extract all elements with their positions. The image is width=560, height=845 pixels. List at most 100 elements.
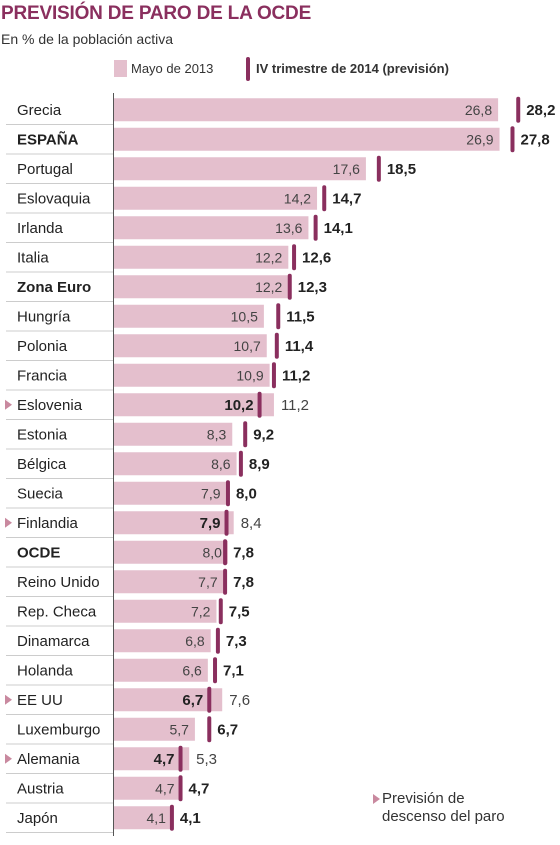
category-label-reino-unido: Reino Unido	[17, 574, 100, 591]
value-label-forecast-luxemburgo: 6,7	[217, 721, 238, 738]
marker-forecast-irlanda	[313, 214, 318, 241]
category-label-finlandia: Finlandia	[17, 515, 79, 532]
bar-may-2013-eslovenia	[114, 393, 274, 417]
marker-forecast-rep-checa	[218, 598, 223, 625]
bar-may-2013-ee-uu	[114, 688, 223, 712]
value-label-may-2013-grecia: 26,8	[465, 102, 492, 118]
category-label-francia: Francia	[17, 367, 68, 384]
marker-forecast-dinamarca	[215, 627, 220, 654]
value-label-forecast-dinamarca: 7,3	[226, 633, 247, 650]
marker-forecast-belgica	[238, 450, 243, 477]
marker-forecast-austria	[178, 775, 183, 802]
value-label-may-2013-reino-unido: 7,7	[198, 574, 218, 590]
value-label-forecast-grecia: 28,2	[526, 102, 555, 119]
value-label-forecast-eslovenia: 10,2	[224, 397, 253, 414]
value-label-forecast-eslovaquia: 14,7	[332, 190, 361, 207]
value-label-may-2013-hungria: 10,5	[231, 308, 258, 324]
bar-may-2013-espana	[114, 127, 500, 151]
bar-may-2013-grecia	[114, 98, 499, 122]
value-label-may-2013-eslovenia: 11,2	[281, 397, 309, 414]
category-label-suecia: Suecia	[17, 485, 64, 502]
marker-forecast-eslovenia	[257, 391, 262, 418]
value-label-may-2013-belgica: 8,6	[211, 456, 231, 472]
category-label-italia: Italia	[17, 249, 49, 266]
legend-label-forecast: IV trimestre de 2014 (previsión)	[256, 61, 449, 76]
bar-may-2013-alemania	[114, 747, 190, 771]
bar-may-2013-japon	[114, 806, 172, 830]
category-label-eslovenia: Eslovenia	[17, 397, 83, 414]
marker-forecast-reino-unido	[223, 568, 228, 595]
value-label-may-2013-ee-uu: 7,6	[229, 692, 250, 709]
value-label-may-2013-luxemburgo: 5,7	[169, 721, 189, 737]
category-label-austria: Austria	[17, 780, 64, 797]
category-label-espana: ESPAÑA	[17, 130, 79, 148]
category-label-grecia: Grecia	[17, 102, 62, 119]
value-label-forecast-zona-euro: 12,3	[298, 279, 327, 296]
value-label-forecast-francia: 11,2	[282, 367, 310, 384]
value-label-may-2013-ocde: 8,0	[202, 544, 222, 560]
category-label-ee-uu: EE UU	[17, 692, 63, 709]
bar-may-2013-suecia	[114, 481, 227, 505]
marker-forecast-italia	[292, 244, 297, 271]
value-label-may-2013-alemania: 5,3	[196, 751, 217, 768]
marker-forecast-ocde	[223, 539, 228, 566]
marker-forecast-zona-euro	[287, 273, 292, 300]
decrease-triangle-icon	[5, 753, 12, 764]
value-label-may-2013-holanda: 6,6	[182, 662, 202, 678]
category-label-eslovaquia: Eslovaquia	[17, 190, 91, 207]
value-label-may-2013-japon: 4,1	[146, 810, 166, 826]
value-label-may-2013-francia: 10,9	[236, 367, 263, 383]
decrease-triangle-icon	[5, 517, 12, 528]
decrease-note: Previsión de descenso del paro	[373, 790, 505, 826]
value-label-forecast-alemania: 4,7	[154, 751, 175, 768]
legend-swatch-may-2013	[114, 60, 127, 77]
marker-forecast-holanda	[213, 657, 218, 684]
bar-may-2013-ocde	[114, 540, 228, 564]
bar-may-2013-luxemburgo	[114, 717, 195, 741]
marker-forecast-japon	[169, 804, 174, 831]
bar-may-2013-portugal	[114, 157, 366, 181]
decrease-note-line2: descenso del paro	[382, 808, 505, 825]
value-label-may-2013-suecia: 7,9	[201, 485, 221, 501]
category-label-alemania: Alemania	[17, 751, 80, 768]
bar-may-2013-francia	[114, 363, 270, 387]
marker-forecast-finlandia	[224, 509, 229, 536]
value-label-may-2013-austria: 4,7	[155, 780, 175, 796]
category-label-portugal: Portugal	[17, 161, 73, 178]
bar-may-2013-finlandia	[114, 511, 234, 535]
decrease-note-line1: Previsión de	[382, 790, 465, 807]
value-label-may-2013-polonia: 10,7	[234, 338, 261, 354]
value-label-may-2013-zona-euro: 12,2	[255, 279, 282, 295]
marker-forecast-ee-uu	[207, 686, 212, 713]
value-label-forecast-polonia: 11,4	[285, 338, 314, 355]
category-label-irlanda: Irlanda	[17, 220, 64, 237]
value-label-forecast-ee-uu: 6,7	[182, 692, 203, 709]
value-label-forecast-belgica: 8,9	[249, 456, 270, 473]
value-label-forecast-reino-unido: 7,8	[233, 574, 254, 591]
marker-forecast-polonia	[274, 332, 279, 359]
bar-may-2013-estonia	[114, 422, 233, 446]
value-label-forecast-portugal: 18,5	[387, 161, 416, 178]
marker-forecast-hungria	[276, 303, 281, 330]
category-label-rep-checa: Rep. Checa	[17, 603, 97, 620]
decrease-triangle-icon	[5, 694, 12, 705]
value-label-forecast-austria: 4,7	[189, 780, 210, 797]
category-label-zona-euro: Zona Euro	[17, 279, 91, 296]
marker-forecast-francia	[271, 362, 276, 389]
decrease-triangle-icon	[5, 399, 12, 410]
bar-may-2013-reino-unido	[114, 570, 224, 594]
value-label-forecast-espana: 27,8	[520, 131, 549, 148]
value-label-forecast-ocde: 7,8	[233, 544, 254, 561]
category-label-hungria: Hungría	[17, 308, 71, 325]
value-label-may-2013-eslovaquia: 14,2	[284, 190, 311, 206]
category-label-holanda: Holanda	[17, 662, 74, 679]
value-label-may-2013-rep-checa: 7,2	[191, 603, 211, 619]
value-label-forecast-estonia: 9,2	[253, 426, 274, 443]
value-label-forecast-japon: 4,1	[180, 810, 201, 827]
category-label-japon: Japón	[17, 810, 58, 827]
category-label-polonia: Polonia	[17, 338, 68, 355]
value-label-may-2013-irlanda: 13,6	[275, 220, 302, 236]
value-label-forecast-italia: 12,6	[302, 249, 331, 266]
value-label-may-2013-finlandia: 8,4	[241, 515, 262, 532]
marker-forecast-espana	[510, 126, 515, 153]
